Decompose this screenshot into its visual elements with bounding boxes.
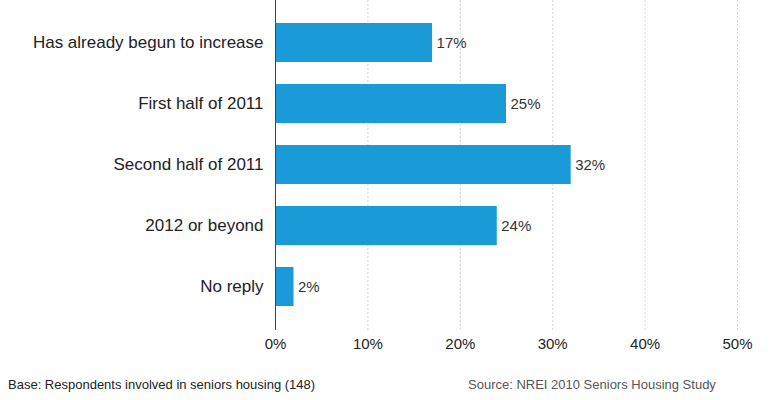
svg-text:2012 or beyond: 2012 or beyond <box>145 216 263 235</box>
svg-text:No reply: No reply <box>200 277 264 296</box>
html-text:Source: NREI 2010 Seniors Hous: Source: NREI 2010 Seniors Housing Study <box>468 377 716 392</box>
svg-text:50%: 50% <box>722 335 752 352</box>
svg-text:2%: 2% <box>298 278 320 295</box>
html-text:Base: Respondents involved in: Base: Respondents involved in seniors ho… <box>8 377 316 392</box>
svg-text:First half of 2011: First half of 2011 <box>138 94 263 113</box>
svg-text:Has already begun to increase: Has already begun to increase <box>33 33 264 52</box>
svg-text:17%: 17% <box>437 34 467 51</box>
svg-text:0%: 0% <box>265 335 287 352</box>
svg-text:30%: 30% <box>538 335 568 352</box>
svg-text:25%: 25% <box>511 95 541 112</box>
svg-text:10%: 10% <box>353 335 383 352</box>
svg-text:32%: 32% <box>575 156 605 173</box>
svg-text:24%: 24% <box>501 217 531 234</box>
svg-text:40%: 40% <box>630 335 660 352</box>
svg-text:Second half of 2011: Second half of 2011 <box>114 155 264 174</box>
svg-text:20%: 20% <box>445 335 475 352</box>
